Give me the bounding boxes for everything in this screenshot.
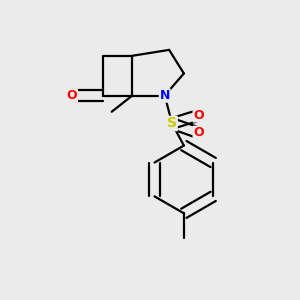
Text: N: N — [160, 89, 170, 102]
Text: S: S — [167, 116, 177, 130]
Text: O: O — [193, 126, 204, 140]
Text: O: O — [193, 109, 204, 122]
Text: O: O — [67, 89, 77, 102]
